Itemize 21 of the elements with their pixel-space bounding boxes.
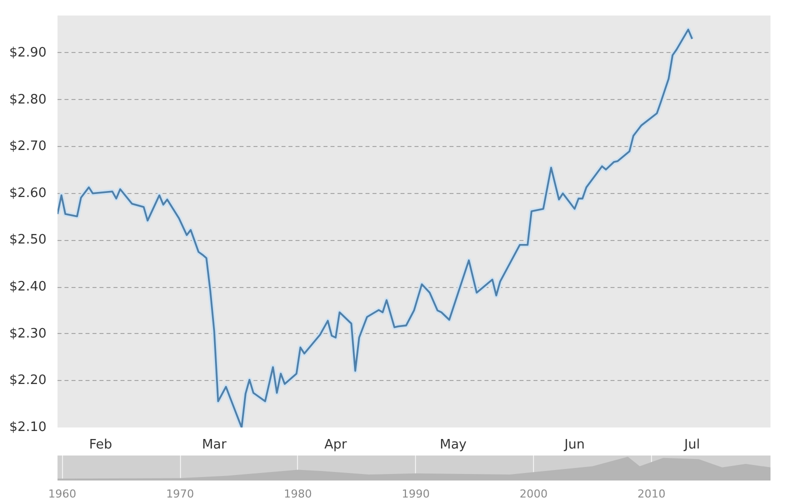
x-tick-label: Mar: [202, 438, 228, 452]
y-tick-label: $2.40: [9, 280, 46, 295]
x-tick-label: 2000: [520, 488, 548, 500]
y-tick-label: $2.30: [9, 326, 46, 342]
y-tick-label: $2.80: [9, 92, 46, 108]
y-tick-label: $2.10: [9, 420, 46, 435]
x-tick-label: 1980: [284, 488, 312, 500]
y-tick-label: $2.20: [9, 373, 46, 388]
y-tick-label: $2.60: [9, 186, 46, 201]
x-tick-label: May: [440, 438, 467, 452]
x-tick-label: 2010: [637, 488, 666, 500]
x-tick-label: Jul: [683, 438, 700, 452]
x-tick-label: Apr: [324, 438, 348, 452]
x-tick-label: 1970: [166, 488, 194, 500]
x-tick-label: 1960: [48, 488, 76, 500]
y-tick-label: $2.50: [9, 232, 46, 248]
x-tick-label: 1990: [402, 488, 430, 500]
y-tick-label: $2.90: [9, 45, 46, 60]
x-tick-label: Jun: [563, 438, 585, 452]
x-tick-label: Feb: [89, 438, 112, 452]
y-tick-label: $2.70: [9, 139, 46, 154]
